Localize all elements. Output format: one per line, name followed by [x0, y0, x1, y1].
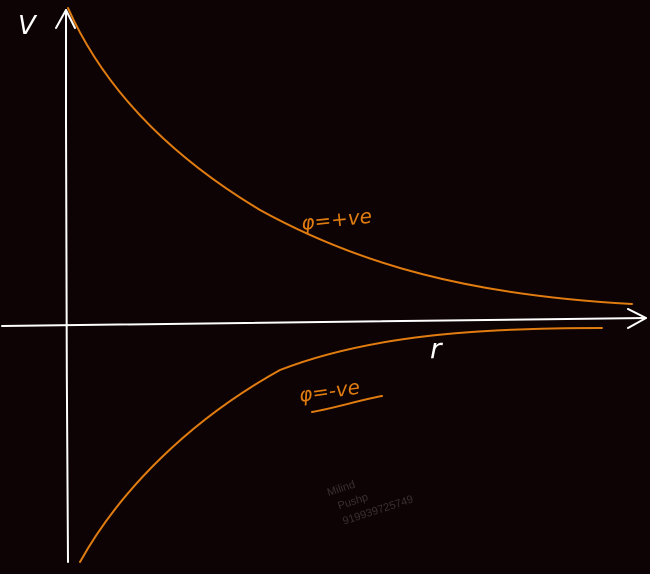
positive-curve-label: φ=+ve [300, 204, 373, 235]
y-axis-arrowhead [55, 9, 76, 29]
negative-potential-curve [79, 327, 603, 563]
x-axis [1, 317, 647, 327]
y-axis-label: V [18, 11, 38, 41]
positive-potential-curve [67, 7, 633, 305]
x-axis-label: r [430, 332, 443, 365]
watermark: Milind Pushp 919939725749 [326, 479, 415, 528]
negative-label-underline [311, 395, 383, 413]
y-axis [64, 9, 69, 563]
x-axis-arrowhead [627, 308, 647, 329]
